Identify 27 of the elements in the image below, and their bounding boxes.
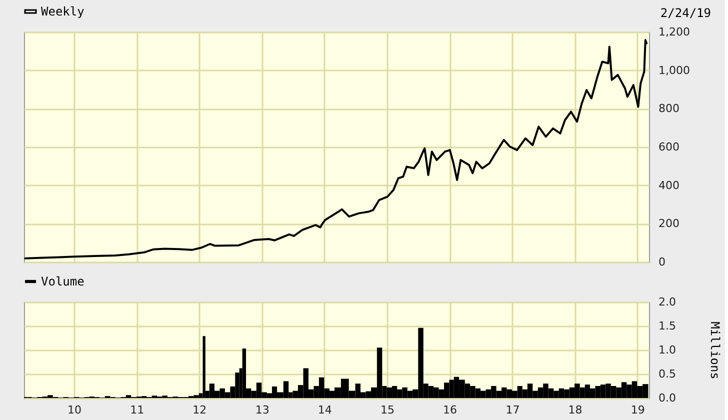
y-tick-label: 0.0 <box>658 392 676 404</box>
x-tick-label: 12 <box>192 404 207 416</box>
x-tick-label: 15 <box>380 404 394 416</box>
y-tick-label: 400 <box>658 178 680 192</box>
y-tick-label: 800 <box>658 102 680 116</box>
x-tick-label: 19 <box>630 404 645 416</box>
y-tick-label: 1,200 <box>658 26 690 38</box>
x-tick-label: 10 <box>68 404 82 416</box>
y-tick-label: 600 <box>658 140 680 154</box>
y-tick-label: 1.5 <box>658 320 676 332</box>
y-tick-label: 0.5 <box>658 368 676 380</box>
x-tick-label: 18 <box>568 404 582 416</box>
y-tick-label: 200 <box>658 217 680 230</box>
x-tick-label: 14 <box>318 404 332 416</box>
legend-label: Weekly <box>41 4 84 18</box>
x-tick-label: 13 <box>255 404 270 416</box>
y-tick-label: 0 <box>658 256 666 268</box>
x-tick-label: 17 <box>506 404 520 416</box>
y-tick-label: 2.0 <box>658 296 676 308</box>
y-axis-title: Millions <box>708 322 722 380</box>
x-tick-label: 11 <box>130 404 144 416</box>
x-tick-label: 16 <box>443 404 458 416</box>
legend-label: Volume <box>41 274 84 288</box>
y-tick-label: 1,000 <box>658 64 690 77</box>
y-tick-label: 1.0 <box>658 344 676 356</box>
text: 2/24/19 <box>660 6 711 20</box>
line-series <box>24 39 648 260</box>
